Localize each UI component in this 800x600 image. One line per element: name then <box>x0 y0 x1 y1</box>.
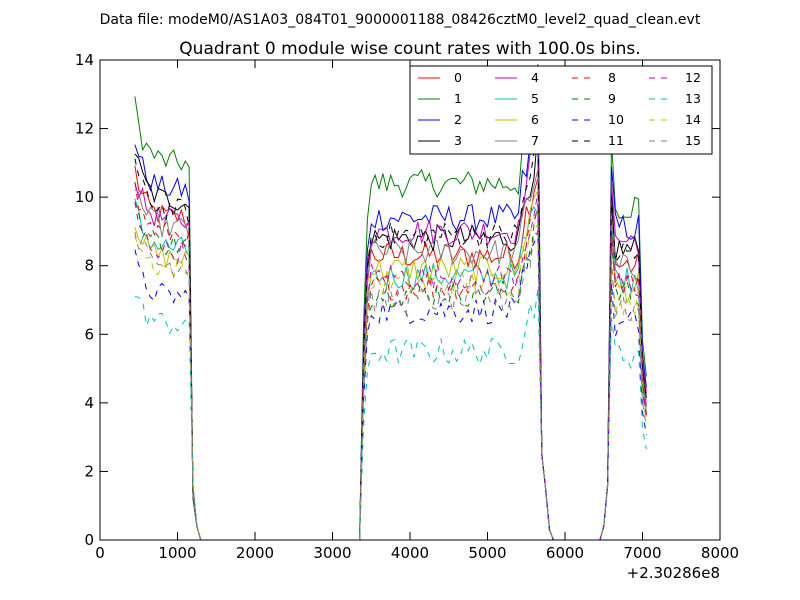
legend-label-2: 2 <box>454 112 462 127</box>
x-tick-label-0: 0 <box>95 544 105 562</box>
series-line-8 <box>134 182 647 541</box>
y-tick-label-0: 0 <box>84 531 94 549</box>
legend-label-4: 4 <box>531 70 539 85</box>
series-line-14 <box>134 221 647 541</box>
chart-title: Quadrant 0 module wise count rates with … <box>179 39 640 59</box>
x-tick-label-6000: 6000 <box>546 544 584 562</box>
series-line-10 <box>134 230 647 541</box>
legend-label-9: 9 <box>608 91 616 106</box>
series-line-5 <box>134 198 647 541</box>
legend-label-8: 8 <box>608 70 616 85</box>
legend-label-12: 12 <box>685 70 701 85</box>
y-tick-label-14: 14 <box>75 51 94 69</box>
x-tick-label-1000: 1000 <box>158 544 196 562</box>
y-tick-label-4: 4 <box>84 394 94 412</box>
legend-label-10: 10 <box>608 112 624 127</box>
legend-box <box>409 65 713 155</box>
series-line-3 <box>134 129 647 541</box>
x-tick-label-4000: 4000 <box>391 544 429 562</box>
chart-suptitle: Data file: modeM0/AS1A03_084T01_90000011… <box>100 12 701 28</box>
legend-label-13: 13 <box>685 91 701 106</box>
series-line-0 <box>134 165 647 541</box>
x-offset-label: +2.30286e8 <box>627 564 720 582</box>
series-line-11 <box>134 133 647 541</box>
y-tick-label-8: 8 <box>84 257 94 275</box>
legend-label-3: 3 <box>454 133 462 148</box>
y-tick-label-12: 12 <box>75 120 94 138</box>
y-tick-label-10: 10 <box>75 188 94 206</box>
series-line-9 <box>134 201 647 541</box>
legend-label-5: 5 <box>531 91 539 106</box>
series-line-7 <box>134 169 647 541</box>
x-tick-label-8000: 8000 <box>701 544 739 562</box>
series-line-12 <box>134 192 647 541</box>
legend-label-0: 0 <box>454 70 462 85</box>
x-tick-label-5000: 5000 <box>468 544 506 562</box>
legend-label-7: 7 <box>531 133 539 148</box>
legend-label-11: 11 <box>608 133 624 148</box>
series-line-13 <box>134 288 647 541</box>
y-tick-label-2: 2 <box>84 462 94 480</box>
legend-label-15: 15 <box>685 133 701 148</box>
plot-area <box>99 59 721 541</box>
x-tick-label-2000: 2000 <box>236 544 274 562</box>
legend-label-14: 14 <box>685 112 701 127</box>
series-line-2 <box>134 116 647 541</box>
x-tick-label-7000: 7000 <box>623 544 661 562</box>
legend-label-6: 6 <box>531 112 539 127</box>
series-line-15 <box>134 231 647 541</box>
x-tick-label-3000: 3000 <box>313 544 351 562</box>
y-tick-label-6: 6 <box>84 325 94 343</box>
axes-ticks: 0 1000 2000 3000 4000 5000 6000 7000 80000246810… <box>75 51 739 562</box>
legend-label-1: 1 <box>454 91 462 106</box>
